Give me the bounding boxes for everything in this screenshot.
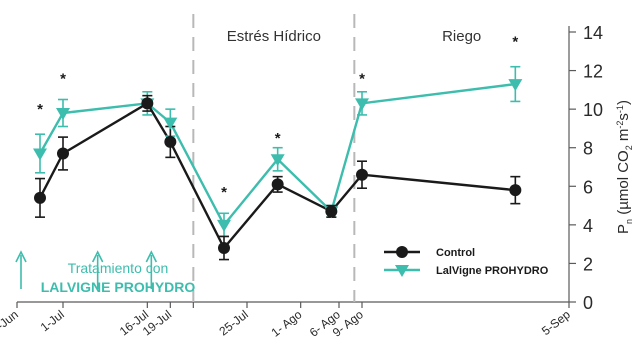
data-point-control bbox=[34, 191, 46, 204]
data-point-control bbox=[57, 147, 69, 160]
significance-marker: * bbox=[512, 34, 518, 51]
y-tick-label: 14 bbox=[583, 23, 603, 43]
y-tick-label: 0 bbox=[583, 293, 593, 313]
legend-marker-control bbox=[396, 246, 408, 258]
significance-marker: * bbox=[60, 70, 66, 87]
y-tick-label: 12 bbox=[583, 62, 603, 82]
data-point-prohydro bbox=[56, 108, 70, 120]
significance-marker: * bbox=[221, 184, 227, 201]
significance-marker: * bbox=[275, 130, 281, 147]
legend-label-control: Control bbox=[436, 247, 475, 259]
y-axis-title-part: -2 bbox=[615, 121, 625, 129]
data-point-prohydro bbox=[270, 154, 285, 167]
treatment-annotation-line1: Tratamiento con bbox=[68, 260, 169, 276]
y-axis-title-part: m bbox=[615, 129, 632, 146]
y-tick-label: 2 bbox=[583, 254, 593, 274]
x-tick-label: 1- Ago bbox=[269, 307, 305, 340]
x-tick-label: 25-Jun bbox=[0, 307, 21, 341]
treatment-arrow-head bbox=[91, 250, 104, 263]
data-point-control bbox=[271, 178, 284, 191]
y-axis-title-part: -1 bbox=[615, 105, 625, 113]
treatment-annotation-line2: LALVIGNE PROHYDRO bbox=[41, 279, 196, 295]
data-point-prohydro bbox=[33, 148, 47, 161]
y-tick-label: 6 bbox=[583, 177, 593, 197]
y-tick-label: 8 bbox=[583, 139, 593, 159]
data-point-control bbox=[218, 242, 230, 254]
x-tick-label: 1-Jul bbox=[38, 307, 67, 334]
legend: Control LalVigne PROHYDRO bbox=[384, 246, 549, 277]
legend-marker-prohydro bbox=[395, 265, 409, 277]
series-line-control bbox=[38, 102, 516, 250]
x-tick-label: 25-Jul bbox=[216, 307, 250, 338]
data-point-control bbox=[356, 168, 368, 181]
data-point-control bbox=[164, 135, 177, 148]
y-axis-title: Pn (µmol CO2 m-2s-1) bbox=[615, 100, 634, 234]
data-point-prohydro bbox=[355, 98, 369, 111]
data-point-control bbox=[141, 97, 154, 110]
data-point-prohydro bbox=[163, 117, 178, 130]
phase-label: Riego bbox=[442, 28, 481, 45]
y-axis-title-part: (µmol CO bbox=[615, 150, 632, 219]
y-axis-title-part: 2 bbox=[624, 145, 634, 150]
y-axis-title-part: P bbox=[615, 224, 632, 234]
y-axis-title-part: ) bbox=[615, 100, 632, 105]
y-axis-title-part: n bbox=[624, 219, 634, 224]
y-axis-title-part: s bbox=[615, 113, 632, 121]
treatment-arrow-head bbox=[145, 250, 158, 263]
data-point-control bbox=[509, 184, 522, 197]
significance-marker: * bbox=[359, 70, 365, 87]
legend-label-prohydro: LalVigne PROHYDRO bbox=[436, 265, 549, 277]
phase-label: Estrés Hídrico bbox=[227, 28, 321, 45]
y-tick-label: 4 bbox=[583, 216, 593, 236]
data-point-prohydro bbox=[508, 79, 523, 92]
significance-marker: * bbox=[37, 101, 43, 118]
data-point-control bbox=[325, 205, 338, 218]
x-tick-label: 5-Sep bbox=[539, 307, 573, 338]
y-tick-label: 10 bbox=[583, 100, 603, 120]
data-point-prohydro bbox=[217, 219, 231, 232]
treatment-arrow-head bbox=[15, 250, 27, 263]
